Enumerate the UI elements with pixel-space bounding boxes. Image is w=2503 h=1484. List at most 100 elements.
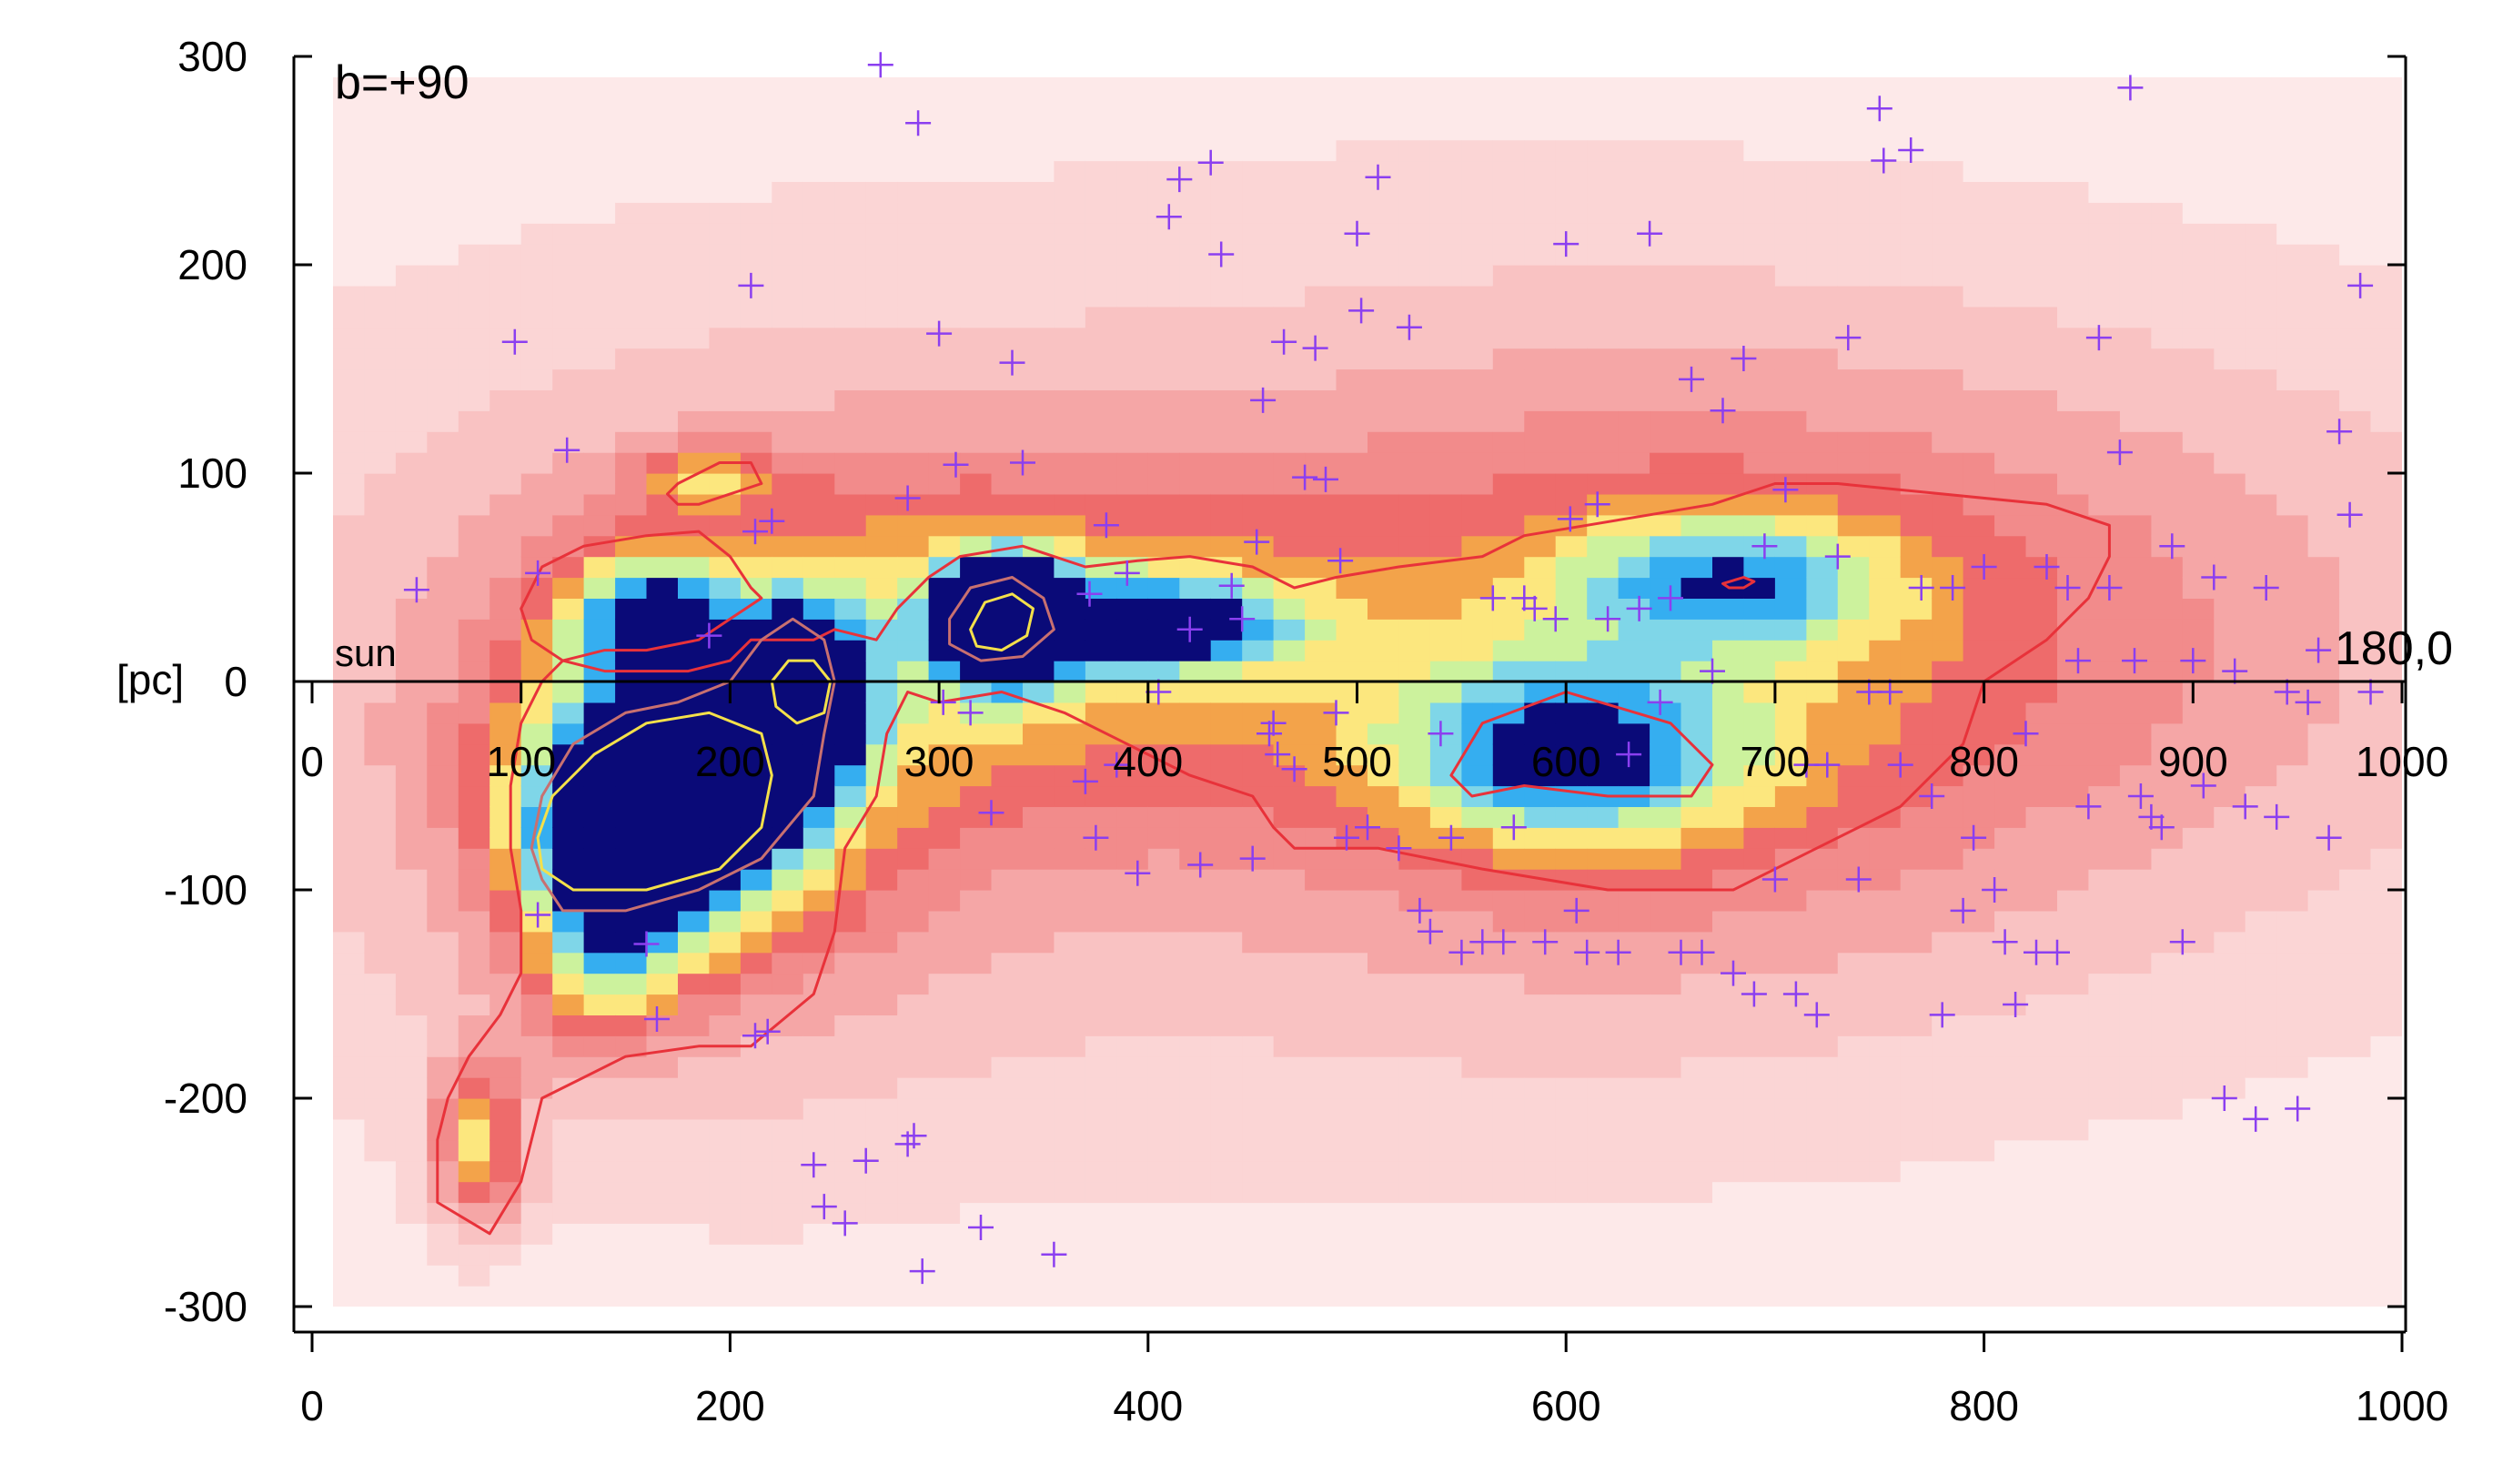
density-cell [960,1265,993,1287]
density-cell [1336,368,1368,390]
density-cell [1085,244,1117,266]
density-cell [2182,202,2215,224]
density-cell [1368,973,1400,995]
density-cell [2057,389,2090,411]
density-cell [1273,1265,1306,1287]
density-cell [333,1265,366,1287]
star-marker [2106,439,2133,466]
density-cell [2245,181,2277,203]
density-cell [1680,327,1713,349]
density-cell [1368,931,1400,954]
density-cell [1994,306,2027,328]
density-cell [1618,410,1650,432]
density-cell [1242,598,1275,620]
density-cell [2214,619,2246,641]
density-cell [2182,118,2215,141]
density-cell [1398,1077,1431,1099]
density-cell [1869,702,1902,724]
density-cell [1900,431,1933,453]
density-cell [1398,76,1431,99]
density-cell [1023,535,1055,558]
density-cell [2088,265,2121,287]
density-cell [2307,265,2340,287]
contour-inner [969,592,1035,652]
density-cell [2307,994,2340,1015]
density-cell [1147,1118,1180,1141]
star-marker [1104,752,1130,778]
density-cell [1994,577,2027,599]
density-cell [1963,702,1995,724]
density-cell [458,202,490,224]
density-cell [897,1098,930,1120]
density-cell [364,577,397,599]
density-cell [333,1202,366,1224]
density-cell [646,410,679,432]
density-cell [1806,118,1839,141]
star-marker [1271,328,1297,355]
density-cell [2339,244,2372,266]
density-cell [1587,97,1620,120]
density-cell [1837,368,1870,390]
density-cell [2276,931,2309,954]
density-cell [552,952,585,974]
density-cell [897,681,930,703]
density-cell [583,1098,616,1120]
density-cell [1242,743,1275,766]
y-unit-label: [pc] [116,656,184,703]
density-cell [2025,1139,2058,1162]
density-cell [2151,1139,2184,1162]
density-cell [2339,181,2372,203]
density-cell [1429,1139,1462,1162]
density-cell [1116,139,1149,162]
density-cell [1587,1098,1620,1120]
density-cell [678,244,711,266]
density-cell [1273,285,1306,308]
density-cell [1774,1098,1807,1120]
density-cell [2276,1202,2309,1224]
density-cell [1116,1223,1149,1245]
star-marker [1407,897,1433,924]
density-cell [1492,389,1525,411]
density-cell [1994,869,2027,891]
density-cell [1900,973,1933,995]
density-cell [2088,139,2121,162]
density-cell [1932,1035,1964,1057]
density-cell [1305,327,1337,349]
density-cell [2151,431,2184,453]
density-cell [1806,722,1839,745]
density-cell [1650,619,1682,641]
density-cell [1806,76,1839,99]
density-cell [1712,1181,1745,1204]
star-marker [1448,939,1475,965]
density-cell [2119,139,2152,162]
density-cell [615,452,648,474]
density-cell [1273,619,1306,641]
density-cell [2276,514,2309,537]
density-cell [2245,368,2277,390]
density-cell [1305,410,1337,432]
density-cell [834,722,867,745]
density-cell [1116,431,1149,453]
density-cell [2119,368,2152,390]
density-cell [2119,848,2152,870]
density-cell [1524,827,1557,849]
density-cell [1085,1181,1117,1204]
density-cell [615,619,648,641]
density-cell [1712,1056,1745,1078]
density-cell [1743,327,1776,349]
y-tick-label: -200 [164,1075,247,1122]
density-cell [740,202,772,224]
star-marker [1076,580,1103,607]
density-cell [520,1160,553,1183]
density-cell [333,473,366,495]
density-cell [1429,1160,1462,1183]
density-cell [2151,952,2184,974]
density-cell [395,681,428,703]
density-cell [2276,869,2309,891]
density-cell [1273,869,1306,891]
density-cell [1116,577,1149,599]
density-cell [1273,1202,1306,1224]
star-marker [1521,595,1548,621]
density-cell [1837,1181,1870,1204]
density-cell [991,1077,1024,1099]
